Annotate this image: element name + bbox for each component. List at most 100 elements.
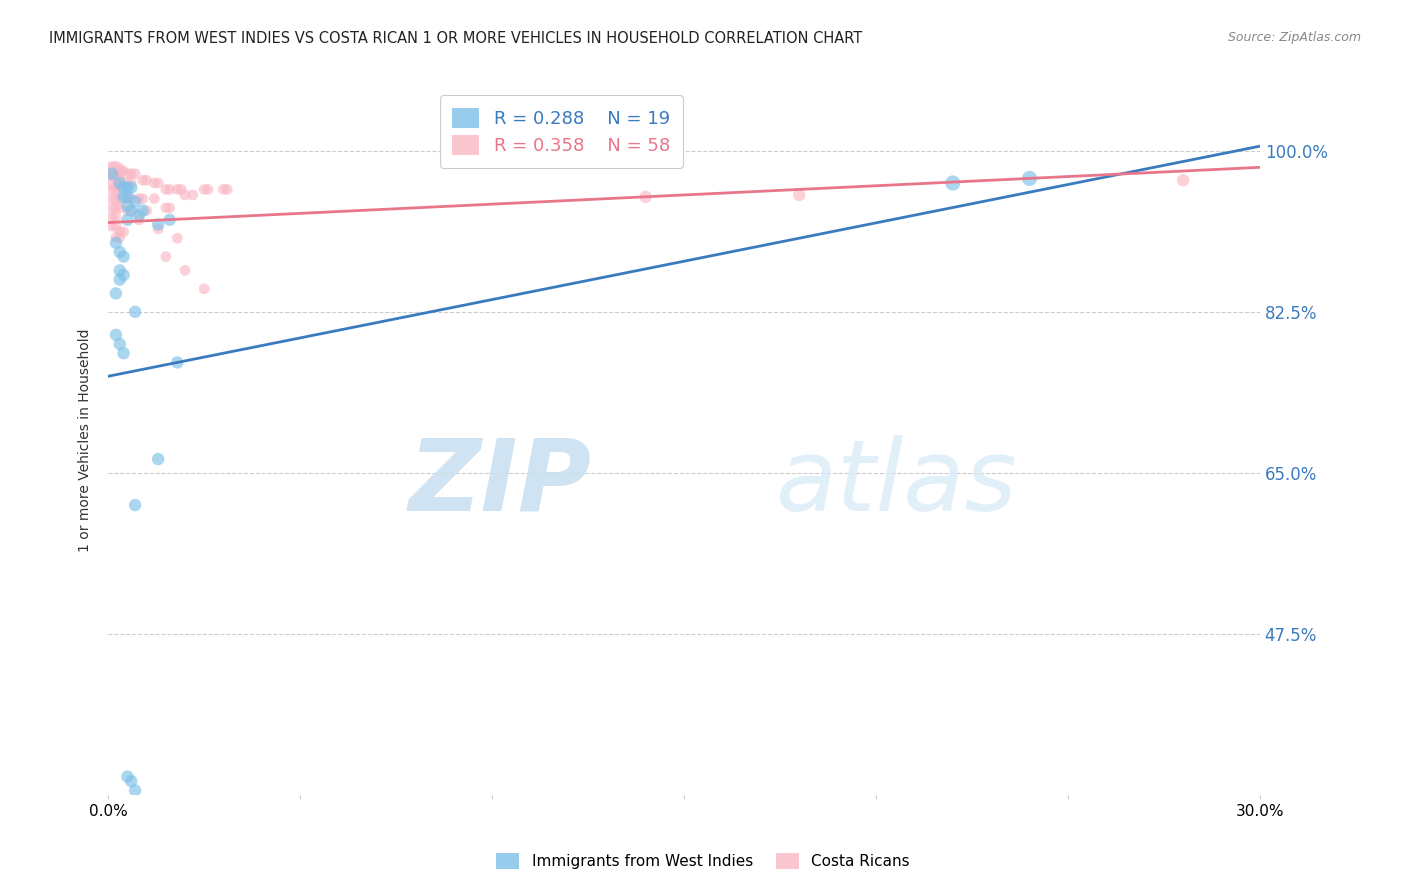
Point	[174, 263, 197, 277]
Point	[1171, 173, 1194, 187]
Point	[104, 327, 127, 342]
Point	[143, 192, 166, 206]
Point	[146, 452, 169, 467]
Point	[104, 164, 127, 178]
Text: atlas: atlas	[776, 434, 1018, 532]
Point	[128, 192, 150, 206]
Point	[159, 201, 181, 215]
Point	[117, 770, 139, 784]
Point	[108, 337, 131, 351]
Point	[159, 212, 181, 227]
Point	[108, 164, 131, 178]
Point	[101, 167, 124, 181]
Point	[112, 164, 135, 178]
Point	[146, 176, 169, 190]
Point	[104, 182, 127, 196]
Point	[124, 305, 146, 319]
Point	[120, 774, 142, 789]
Point	[120, 180, 142, 194]
Point	[112, 225, 135, 239]
Point	[1018, 171, 1040, 186]
Point	[101, 173, 124, 187]
Point	[146, 218, 169, 232]
Point	[108, 230, 131, 244]
Point	[108, 182, 131, 196]
Point	[101, 164, 124, 178]
Point	[101, 192, 124, 206]
Point	[166, 182, 188, 196]
Point	[104, 201, 127, 215]
Point	[104, 210, 127, 224]
Point	[135, 173, 157, 187]
Point	[112, 180, 135, 194]
Point	[193, 182, 215, 196]
Point	[170, 182, 193, 196]
Point	[104, 230, 127, 244]
Point	[143, 176, 166, 190]
Point	[117, 203, 139, 218]
Point	[104, 235, 127, 250]
Text: IMMIGRANTS FROM WEST INDIES VS COSTA RICAN 1 OR MORE VEHICLES IN HOUSEHOLD CORRE: IMMIGRANTS FROM WEST INDIES VS COSTA RIC…	[49, 31, 862, 46]
Point	[124, 498, 146, 512]
Point	[120, 203, 142, 218]
Text: ZIP: ZIP	[409, 434, 592, 532]
Point	[217, 182, 239, 196]
Point	[124, 194, 146, 209]
Point	[108, 272, 131, 286]
Point	[112, 346, 135, 360]
Point	[193, 282, 215, 296]
Point	[159, 182, 181, 196]
Point	[101, 182, 124, 196]
Point	[104, 286, 127, 301]
Point	[117, 176, 139, 190]
Point	[942, 176, 965, 190]
Point	[128, 208, 150, 222]
Point	[155, 182, 177, 196]
Point	[132, 203, 155, 218]
Point	[120, 203, 142, 218]
Point	[787, 188, 810, 202]
Point	[124, 783, 146, 797]
Point	[108, 173, 131, 187]
Point	[112, 250, 135, 264]
Point	[104, 192, 127, 206]
Point	[108, 176, 131, 190]
Point	[112, 268, 135, 282]
Point	[174, 188, 197, 202]
Point	[108, 192, 131, 206]
Point	[104, 219, 127, 234]
Point	[132, 173, 155, 187]
Point	[117, 212, 139, 227]
Point	[128, 212, 150, 227]
Point	[124, 167, 146, 181]
Point	[117, 180, 139, 194]
Point	[120, 167, 142, 181]
Point	[212, 182, 235, 196]
Point	[132, 192, 155, 206]
Point	[101, 201, 124, 215]
Point	[108, 245, 131, 260]
Point	[108, 263, 131, 277]
Point	[197, 182, 219, 196]
Text: Source: ZipAtlas.com: Source: ZipAtlas.com	[1227, 31, 1361, 45]
Point	[101, 219, 124, 234]
Point	[155, 201, 177, 215]
Point	[117, 167, 139, 181]
Point	[108, 225, 131, 239]
Point	[108, 201, 131, 215]
Point	[166, 231, 188, 245]
Point	[146, 222, 169, 236]
Point	[117, 190, 139, 204]
Point	[155, 250, 177, 264]
Point	[112, 190, 135, 204]
Point	[166, 355, 188, 369]
Point	[634, 190, 657, 204]
Legend: Immigrants from West Indies, Costa Ricans: Immigrants from West Indies, Costa Rican…	[491, 847, 915, 875]
Y-axis label: 1 or more Vehicles in Household: 1 or more Vehicles in Household	[79, 329, 93, 552]
Point	[135, 203, 157, 218]
Legend: R = 0.288    N = 19, R = 0.358    N = 58: R = 0.288 N = 19, R = 0.358 N = 58	[440, 95, 683, 168]
Point	[120, 192, 142, 206]
Point	[117, 199, 139, 213]
Point	[104, 173, 127, 187]
Point	[101, 210, 124, 224]
